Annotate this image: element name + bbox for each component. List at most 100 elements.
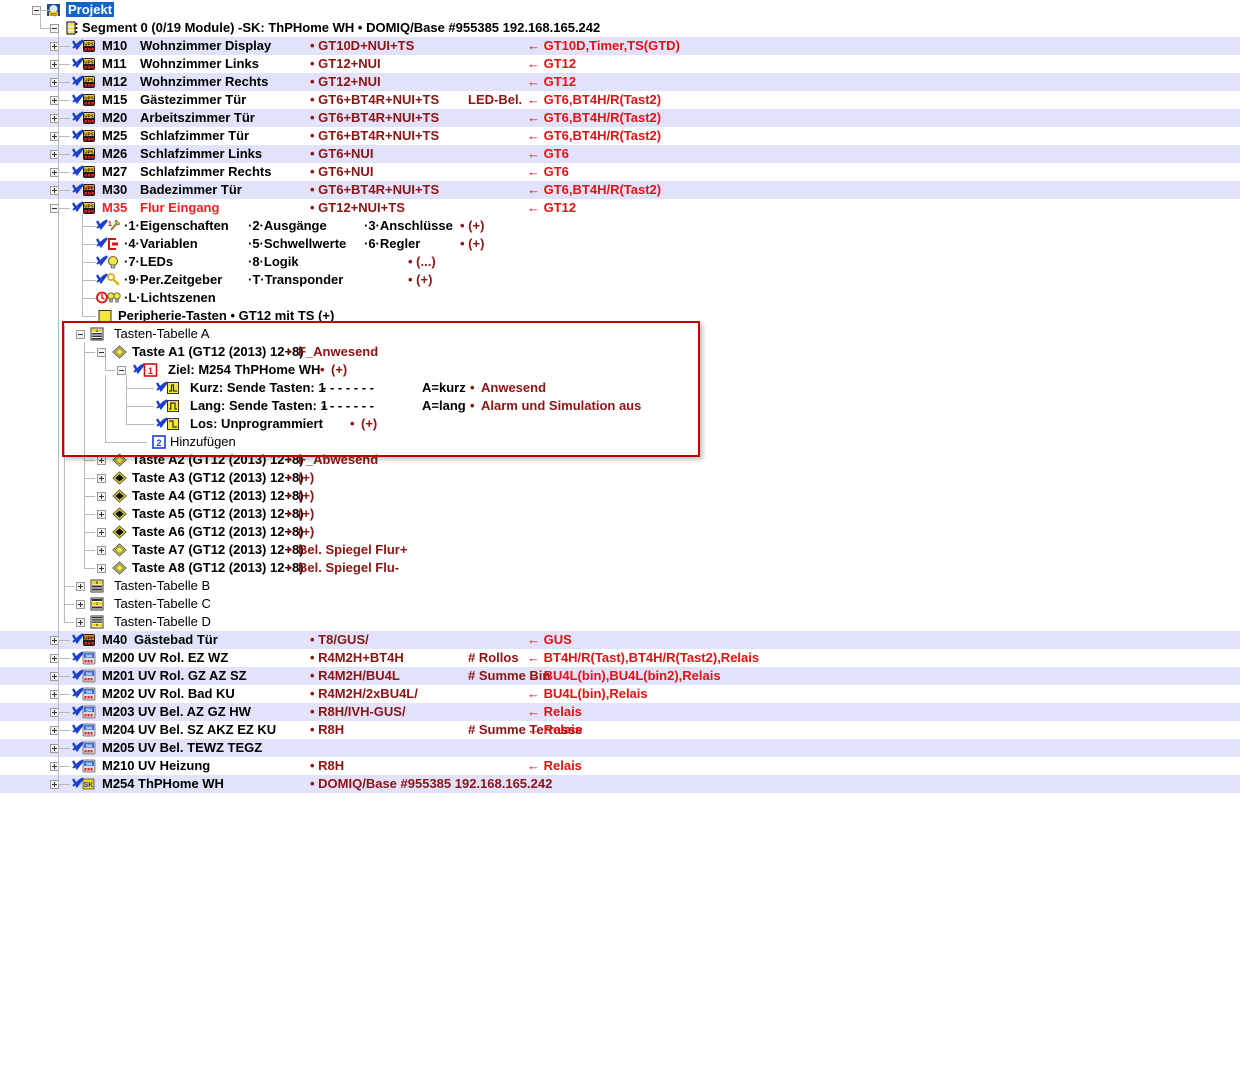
- module-name-M10[interactable]: Wohnzimmer Display: [140, 38, 272, 53]
- module-5m-icon: 5M: [72, 687, 98, 701]
- tabelle-a-label[interactable]: Tasten-Tabelle A: [114, 326, 210, 341]
- project-label[interactable]: Projekt: [66, 1, 115, 19]
- child-label-1[interactable]: ·4·Variablen: [124, 236, 198, 251]
- module-id-M210[interactable]: M210: [102, 758, 135, 773]
- segment-label[interactable]: Segment 0 (0/19 Module) -SK: ThPHome WH …: [82, 20, 601, 35]
- tabelle-label-0[interactable]: Tasten-Tabelle B: [114, 578, 211, 593]
- child-label-3[interactable]: ·9·Per.Zeitgeber: [124, 272, 223, 287]
- expander-taste-5[interactable]: [97, 546, 106, 555]
- child-label2-3[interactable]: ·T·Transponder: [248, 272, 344, 287]
- module-name-M27[interactable]: Schlafzimmer Rechts: [140, 164, 272, 179]
- ziel-child-value-1[interactable]: Alarm und Simulation aus: [481, 398, 642, 413]
- taste-value-0[interactable]: F_Abwesend: [298, 452, 379, 467]
- taste-label-4[interactable]: Taste A6 (GT12 (2013) 12+8): [132, 524, 304, 539]
- ziel-child-label-1[interactable]: Lang: Sende Tasten: 1: [190, 398, 328, 413]
- child-label-0[interactable]: ·1·Eigenschaften: [124, 218, 229, 233]
- module-id-M25[interactable]: M25: [102, 128, 128, 143]
- taste-label-2[interactable]: Taste A4 (GT12 (2013) 12+8): [132, 488, 304, 503]
- expander-taste-2[interactable]: [97, 492, 106, 501]
- module-id-M11[interactable]: M11: [102, 56, 127, 71]
- tabelle-label-1[interactable]: Tasten-Tabelle C: [114, 596, 211, 611]
- lightscene-icon: [96, 291, 122, 305]
- ziel-child-label-0[interactable]: Kurz: Sende Tasten: 1: [190, 380, 326, 395]
- module-name-M200[interactable]: UV Rol. EZ WZ: [138, 650, 229, 665]
- module-id-M10[interactable]: M10: [102, 38, 128, 53]
- expander-tabelle-a[interactable]: [76, 330, 85, 339]
- module-name-M11[interactable]: Wohnzimmer Links: [140, 56, 259, 71]
- expander-tabelle-1[interactable]: [76, 600, 85, 609]
- expander-taste-0[interactable]: [97, 456, 106, 465]
- taste-label-0[interactable]: Taste A2 (GT12 (2013) 12+8): [132, 452, 304, 467]
- expander-taste-1[interactable]: [97, 474, 106, 483]
- child-label3-0[interactable]: ·3·Anschlüsse: [364, 218, 453, 233]
- module-name-M201[interactable]: UV Rol. GZ AZ SZ: [138, 668, 247, 683]
- module-id-M35[interactable]: M35: [102, 200, 128, 215]
- module-name-M30[interactable]: Badezimmer Tür: [140, 182, 242, 197]
- child-label-2[interactable]: ·7·LEDs: [124, 254, 174, 269]
- module-name-M20[interactable]: Arbeitszimmer Tür: [140, 110, 255, 125]
- module-name-M254[interactable]: ThPHome WH: [138, 776, 224, 791]
- expander-segment[interactable]: [50, 24, 59, 33]
- taste-label-5[interactable]: Taste A7 (GT12 (2013) 12+8): [132, 542, 304, 557]
- expander-taste-a1[interactable]: [97, 348, 106, 357]
- module-name-M205[interactable]: UV Bel. TEWZ TEGZ: [138, 740, 263, 755]
- tree-line: [82, 298, 96, 299]
- child-label2-0[interactable]: ·2·Ausgänge: [248, 218, 327, 233]
- ziel-child-value-2[interactable]: (+): [361, 416, 378, 431]
- module-id-M12[interactable]: M12: [102, 74, 128, 89]
- taste-label-1[interactable]: Taste A3 (GT12 (2013) 12+8): [132, 470, 304, 485]
- taste-label-3[interactable]: Taste A5 (GT12 (2013) 12+8): [132, 506, 304, 521]
- taste-value-6[interactable]: Bel. Spiegel Flu-: [298, 560, 400, 575]
- child-label-4[interactable]: ·L·Lichtszenen: [124, 290, 216, 305]
- module-id-M205[interactable]: M205: [102, 740, 135, 755]
- module-name-M26[interactable]: Schlafzimmer Links: [140, 146, 263, 161]
- taste-value-1[interactable]: (+): [298, 470, 315, 485]
- module-id-M203[interactable]: M203: [102, 704, 135, 719]
- taste-a1-value[interactable]: F_Anwesend: [298, 344, 379, 359]
- module-id-M200[interactable]: M200: [102, 650, 135, 665]
- tabelle-label-2[interactable]: Tasten-Tabelle D: [114, 614, 211, 629]
- module-name-M35[interactable]: Flur Eingang: [140, 200, 220, 215]
- module-id-M40[interactable]: M40: [102, 632, 128, 647]
- module-name-M203[interactable]: UV Bel. AZ GZ HW: [138, 704, 251, 719]
- module-name-M25[interactable]: Schlafzimmer Tür: [140, 128, 250, 143]
- module-id-M27[interactable]: M27: [102, 164, 128, 179]
- module-name-M40[interactable]: Gästebad Tür: [134, 632, 218, 647]
- module-id-M202[interactable]: M202: [102, 686, 135, 701]
- taste-a1-label[interactable]: Taste A1 (GT12 (2013) 12+8): [132, 344, 304, 359]
- module-id-M15[interactable]: M15: [102, 92, 128, 107]
- module-name-M204[interactable]: UV Bel. SZ AKZ EZ KU: [138, 722, 277, 737]
- hinzufuegen-label[interactable]: Hinzufügen: [170, 434, 236, 449]
- taste-label-6[interactable]: Taste A8 (GT12 (2013) 12+8): [132, 560, 304, 575]
- taste-value-5[interactable]: Bel. Spiegel Flur+: [298, 542, 408, 557]
- module-id-M26[interactable]: M26: [102, 146, 128, 161]
- child-label2-2[interactable]: ·8·Logik: [248, 254, 299, 269]
- expander-ziel[interactable]: [117, 366, 126, 375]
- module-id-M201[interactable]: M201: [102, 668, 135, 683]
- module-name-M12[interactable]: Wohnzimmer Rechts: [140, 74, 269, 89]
- expander-taste-3[interactable]: [97, 510, 106, 519]
- module-id-M204[interactable]: M204: [102, 722, 135, 737]
- expander-tabelle-0[interactable]: [76, 582, 85, 591]
- ziel-label[interactable]: Ziel: M254 ThPHome WH: [168, 362, 321, 377]
- ziel-value[interactable]: (+): [331, 362, 348, 377]
- ziel-child-label-2[interactable]: Los: Unprogrammiert: [190, 416, 323, 431]
- child-label2-1[interactable]: ·5·Schwellwerte: [248, 236, 347, 251]
- module-id-M30[interactable]: M30: [102, 182, 128, 197]
- expander-taste-6[interactable]: [97, 564, 106, 573]
- expander-tabelle-2[interactable]: [76, 618, 85, 627]
- key-icon: [96, 273, 122, 287]
- module-name-M210[interactable]: UV Heizung: [138, 758, 211, 773]
- peripherie-label[interactable]: Peripherie-Tasten • GT12 mit TS (+): [118, 308, 335, 323]
- expander-taste-4[interactable]: [97, 528, 106, 537]
- taste-value-3[interactable]: (+): [298, 506, 315, 521]
- taste-value-2[interactable]: (+): [298, 488, 315, 503]
- taste-value-4[interactable]: (+): [298, 524, 315, 539]
- module-id-M20[interactable]: M20: [102, 110, 128, 125]
- module-id-M254[interactable]: M254: [102, 776, 135, 791]
- module-name-M15[interactable]: Gästezimmer Tür: [140, 92, 247, 107]
- module-name-M202[interactable]: UV Rol. Bad KU: [138, 686, 235, 701]
- child-label3-1[interactable]: ·6·Regler: [364, 236, 421, 251]
- ziel-child-value-0[interactable]: Anwesend: [481, 380, 547, 395]
